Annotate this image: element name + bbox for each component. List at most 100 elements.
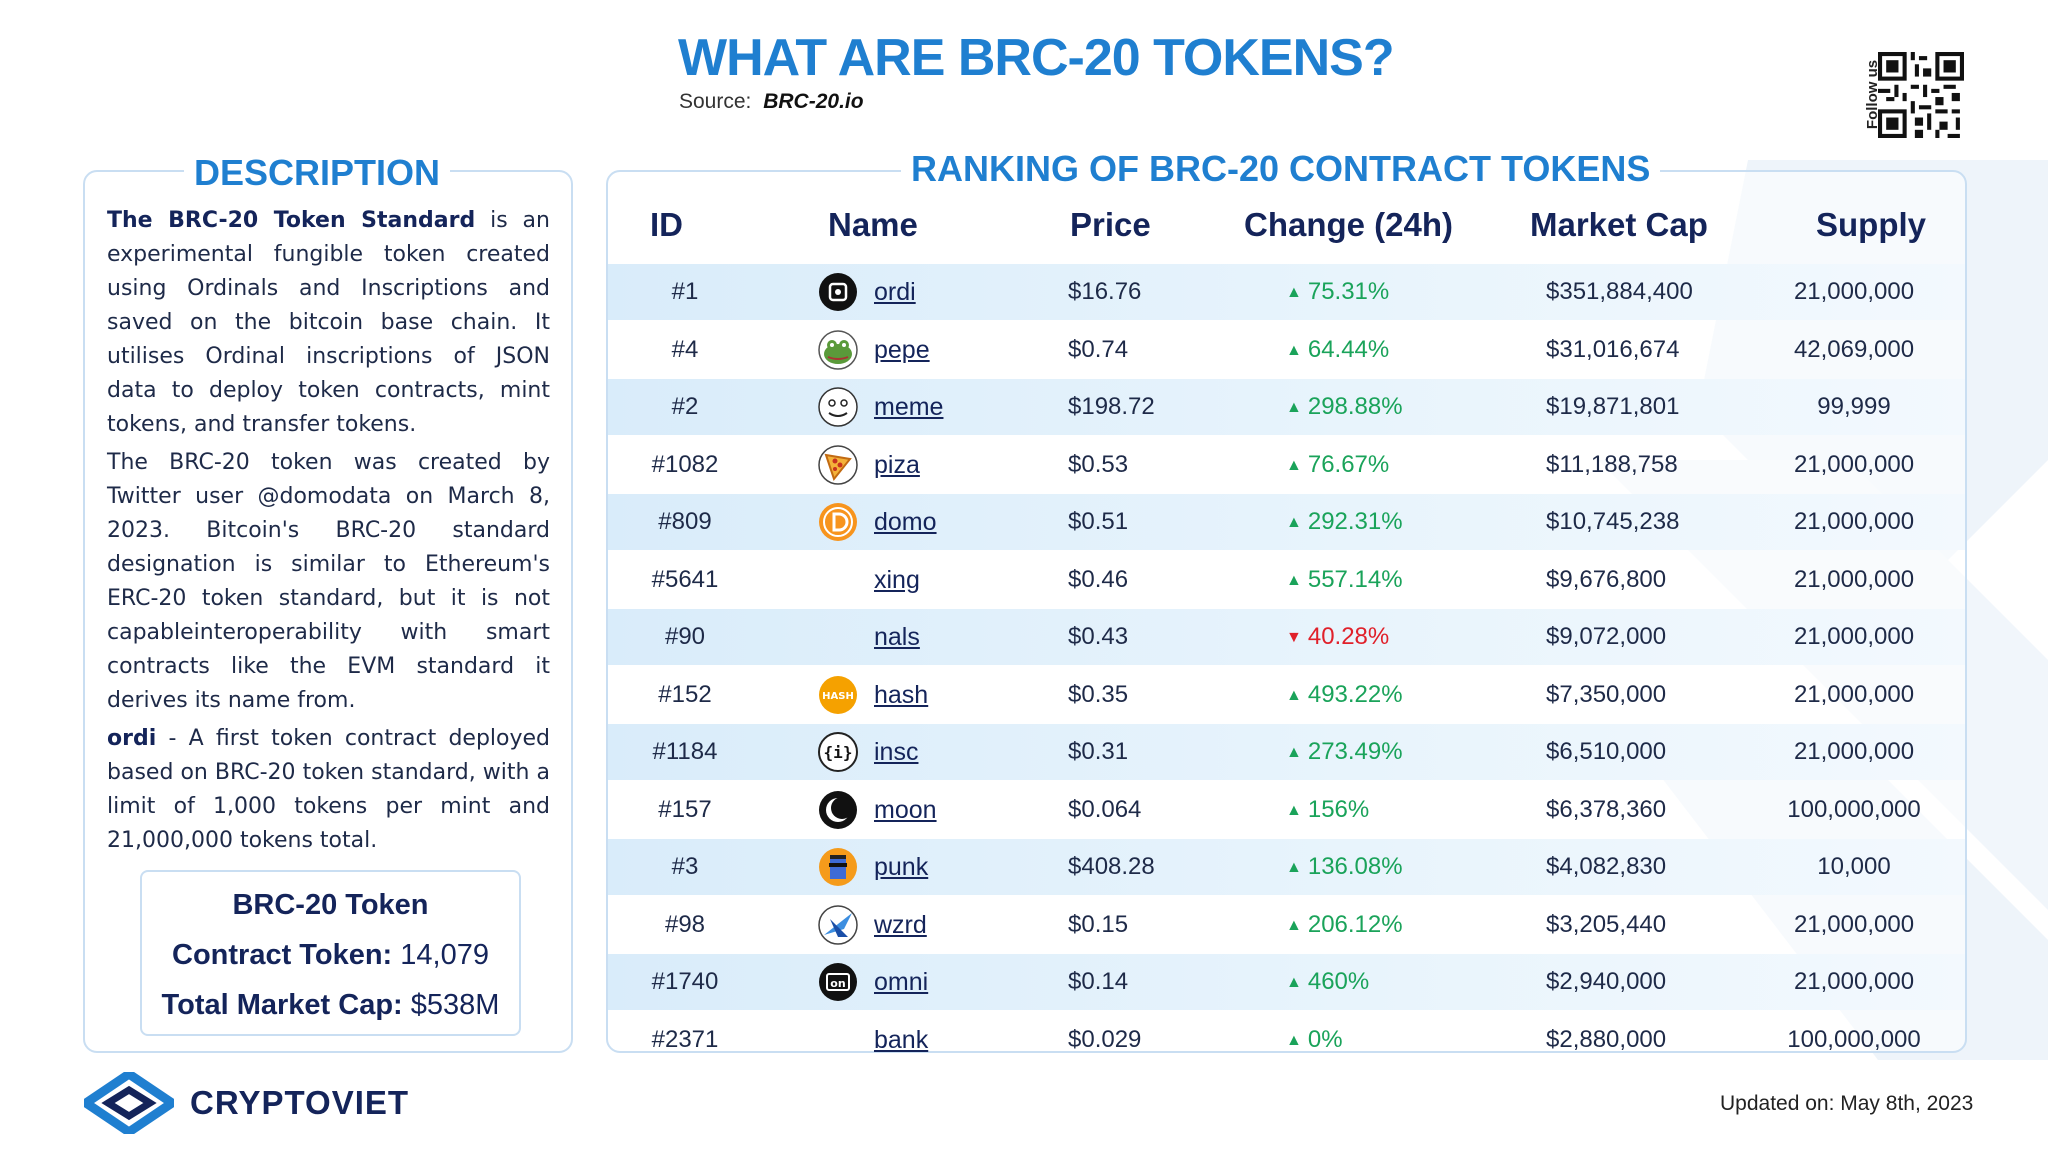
svg-text:HASH: HASH xyxy=(822,691,854,702)
token-market-cap: $9,676,800 xyxy=(1546,565,1667,593)
cryptoviet-logo-icon xyxy=(84,1072,174,1134)
token-market-cap: $6,510,000 xyxy=(1546,738,1667,765)
token-price: $0.53 xyxy=(1068,450,1129,478)
table-row: #2371 bank $0.029 ▲ 0% $2,880,000 100,000,000 xyxy=(608,1012,1965,1068)
token-market-cap: $11,188,758 xyxy=(1546,450,1678,478)
up-arrow-icon: ▲ xyxy=(1286,571,1302,589)
up-arrow-icon: ▲ xyxy=(1286,341,1302,359)
token-name-link[interactable]: bank xyxy=(874,1025,929,1054)
token-name-link[interactable]: ordi xyxy=(874,278,916,306)
token-market-cap: $9,072,000 xyxy=(1546,623,1667,650)
qr-code-icon[interactable] xyxy=(1878,52,1964,138)
token-supply: 21,000,000 xyxy=(1793,278,1915,305)
pizza-icon xyxy=(818,444,858,485)
ranking-panel: RANKING OF BRC-20 CONTRACT TOKENS ID Nam… xyxy=(606,148,1967,1054)
token-price: $0.31 xyxy=(1068,738,1129,765)
up-arrow-icon: ▲ xyxy=(1286,514,1302,531)
token-change-24h: ▲ 292.31% xyxy=(1286,494,1403,550)
token-price: $0.029 xyxy=(1068,1025,1142,1053)
up-arrow-icon: ▲ xyxy=(1286,686,1302,704)
table-row: #1 ordi $16.76 ▲ 75.31% $351,884,400 21,000,00… xyxy=(608,264,1965,320)
page-title: WHAT ARE BRC-20 TOKENS? xyxy=(678,29,1395,87)
table-row: #152 HASH hash $0.35 ▲ 493.22% $7,350,000 21,00… xyxy=(608,667,1965,723)
table-row: #90 nals $0.43 ▼ 40.28% $9,072,000 21,000,000 xyxy=(608,609,1965,665)
token-change-24h: ▲ 64.44% xyxy=(1286,322,1389,378)
token-name-link[interactable]: punk xyxy=(874,853,929,881)
svg-text:on: on xyxy=(830,977,845,990)
pepe-frog-icon xyxy=(818,329,858,370)
description-paragraph-2: The BRC-20 token was created by Twitter … xyxy=(107,450,550,713)
token-supply: 10,000 xyxy=(1817,853,1891,880)
up-arrow-icon: ▲ xyxy=(1286,859,1302,876)
token-price: $0.064 xyxy=(1068,795,1142,823)
token-change-24h: ▲ 76.67% xyxy=(1286,437,1389,493)
total-market-cap: Total Market Cap: $538M xyxy=(161,989,500,1021)
token-id: #809 xyxy=(658,508,712,535)
token-price: $408.28 xyxy=(1068,853,1155,880)
token-name-link[interactable]: piza xyxy=(874,450,920,479)
token-supply: 42,069,000 xyxy=(1793,335,1915,363)
token-price: $198.72 xyxy=(1068,393,1155,420)
column-header-change: Change (24h) xyxy=(1244,206,1454,243)
ranking-heading: RANKING OF BRC-20 CONTRACT TOKENS xyxy=(901,148,1661,190)
token-market-cap: $4,082,830 xyxy=(1546,853,1667,880)
token-market-cap: $7,350,000 xyxy=(1546,680,1667,708)
token-name-link[interactable]: meme xyxy=(874,393,944,421)
table-row: #1184 {i} insc $0.31 ▲ 273.49% $6,510,000 21,00… xyxy=(608,724,1965,780)
token-price: $0.46 xyxy=(1068,565,1129,593)
token-name-link[interactable]: moon xyxy=(874,795,937,824)
description-paragraph-1: The BRC-20 Token Standard is an experime… xyxy=(107,208,550,437)
token-change-24h: ▲ 136.08% xyxy=(1286,839,1403,895)
table-row: #809 domo $0.51 ▲ 292.31% $10,745,238 21,000,0… xyxy=(608,494,1965,550)
change-value: 64.44% xyxy=(1307,335,1390,363)
token-supply: 21,000,000 xyxy=(1793,450,1915,478)
token-name-link[interactable]: wzrd xyxy=(874,910,927,939)
token-name-link[interactable]: domo xyxy=(874,508,937,536)
source-link[interactable]: BRC-20.io xyxy=(763,90,864,113)
up-arrow-icon: ▲ xyxy=(1286,744,1302,761)
column-header-market-cap: Market Cap xyxy=(1530,206,1708,243)
token-supply: 21,000,000 xyxy=(1793,508,1915,535)
change-value: 273.49% xyxy=(1307,738,1403,765)
token-name-link[interactable]: hash xyxy=(874,680,929,709)
token-supply: 21,000,000 xyxy=(1793,565,1915,593)
token-id: #4 xyxy=(671,335,699,363)
table-row: #4 pepe $0.74 ▲ 64.44% $31,016,674 42,069,000 xyxy=(608,322,1965,378)
stats-box: BRC-20 Token Contract Token: 14,079 Tota… xyxy=(140,870,521,1036)
token-market-cap: $31,016,674 xyxy=(1546,335,1680,363)
token-change-24h: ▲ 460% xyxy=(1286,954,1369,1010)
token-change-24h: ▲ 0% xyxy=(1286,1012,1343,1068)
token-supply: 21,000,000 xyxy=(1793,623,1915,650)
follow-us-qr[interactable]: Follow us xyxy=(1856,52,1966,142)
token-supply: 100,000,000 xyxy=(1787,1025,1921,1053)
description-body: The BRC-20 Token Standard is an experime… xyxy=(107,204,550,862)
token-market-cap: $351,884,400 xyxy=(1546,278,1693,305)
change-value: 40.28% xyxy=(1307,623,1390,650)
updated-date: Updated on: May 8th, 2023 xyxy=(1720,1092,1974,1115)
token-price: $0.14 xyxy=(1068,968,1129,995)
token-name-link[interactable]: nals xyxy=(874,623,920,651)
token-name-link[interactable]: insc xyxy=(874,738,919,766)
description-panel: DESCRIPTION The BRC-20 Token Standard is… xyxy=(83,152,573,1053)
token-market-cap: $2,880,000 xyxy=(1546,1025,1667,1053)
down-arrow-icon: ▼ xyxy=(1286,629,1302,646)
token-change-24h: ▼ 40.28% xyxy=(1286,609,1389,665)
brc20-standard-term: The BRC-20 Token Standard xyxy=(107,208,476,233)
ordi-term: ordi xyxy=(107,726,157,751)
token-supply: 21,000,000 xyxy=(1793,968,1915,995)
token-id: #2371 xyxy=(651,1025,719,1053)
token-name-link[interactable]: pepe xyxy=(874,335,930,364)
column-header-id: ID xyxy=(650,206,683,243)
contract-token-count: Contract Token: 14,079 xyxy=(172,939,489,971)
wizard-icon xyxy=(818,904,858,945)
token-id: #90 xyxy=(664,623,706,650)
token-name-link[interactable]: omni xyxy=(874,968,929,996)
token-change-24h: ▲ 156% xyxy=(1286,782,1369,838)
token-id: #5641 xyxy=(651,565,719,593)
up-arrow-icon: ▲ xyxy=(1286,456,1302,474)
token-name-link[interactable]: xing xyxy=(874,565,920,594)
punk-icon xyxy=(819,848,857,886)
change-value: 298.88% xyxy=(1307,393,1403,420)
column-header-price: Price xyxy=(1070,206,1151,243)
up-arrow-icon: ▲ xyxy=(1286,916,1302,934)
